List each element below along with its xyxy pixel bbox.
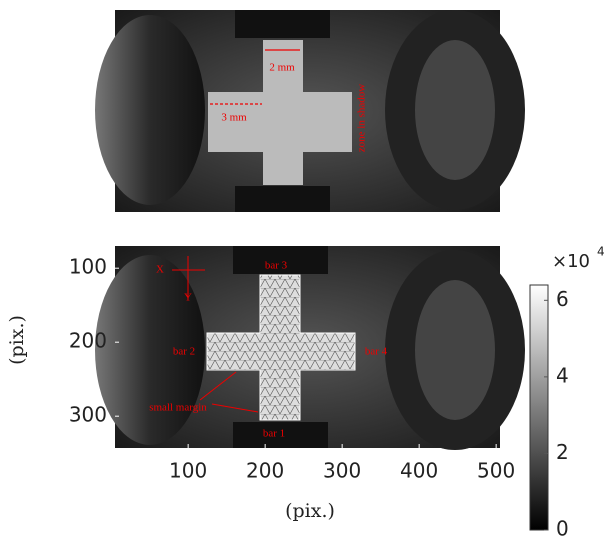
annotation: 2 mm bbox=[269, 62, 295, 74]
top-photo: 2 mm 3 mm zone in shadow bbox=[95, 10, 525, 212]
annotation: bar 2 bbox=[173, 346, 195, 358]
annotation: 3 mm bbox=[221, 112, 247, 124]
annotation: bar 1 bbox=[263, 428, 285, 440]
x-tick-label: 300 bbox=[323, 459, 361, 483]
annotation: X bbox=[156, 264, 164, 276]
colorbar-exponent: 4 bbox=[597, 245, 605, 259]
annotation: Y bbox=[184, 292, 192, 304]
colorbar-multiplier: ×10 bbox=[552, 251, 590, 272]
colorbar bbox=[530, 285, 548, 530]
annotation: bar 4 bbox=[365, 346, 388, 358]
y-axis-label: (pix.) bbox=[6, 315, 28, 365]
y-tick-label: 100 bbox=[69, 255, 107, 279]
annotation: bar 3 bbox=[265, 260, 288, 272]
bottom-photo bbox=[95, 246, 525, 450]
colorbar-tick-label: 4 bbox=[556, 363, 569, 387]
x-tick-label: 500 bbox=[477, 459, 515, 483]
figure: 2 mm 3 mm zone in shadow (pix.) (pix.) ×… bbox=[0, 0, 616, 540]
y-tick-label: 200 bbox=[69, 329, 107, 353]
x-tick-label: 100 bbox=[169, 459, 207, 483]
x-axis-label: (pix.) bbox=[285, 500, 335, 522]
annotation: zone in shadow bbox=[356, 84, 368, 152]
colorbar-tick-label: 6 bbox=[556, 287, 569, 311]
x-tick-label: 400 bbox=[400, 459, 438, 483]
colorbar-tick-label: 2 bbox=[556, 440, 569, 464]
x-tick-label: 200 bbox=[246, 459, 284, 483]
annotation: small margin bbox=[149, 402, 207, 414]
colorbar-tick-label: 0 bbox=[556, 517, 569, 541]
y-tick-label: 300 bbox=[69, 403, 107, 427]
